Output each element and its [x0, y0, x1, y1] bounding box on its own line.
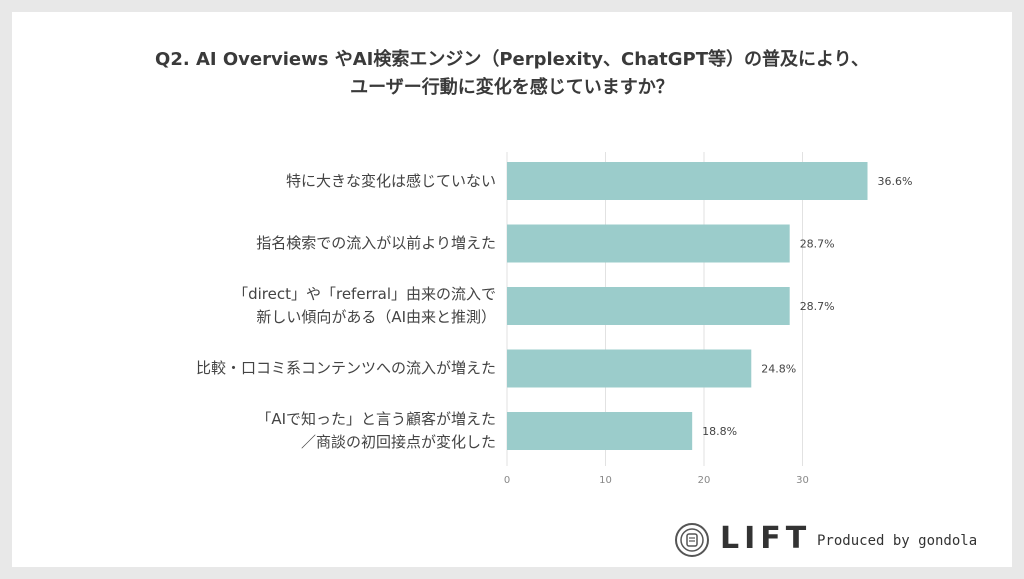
lift-logo-icon: [675, 523, 709, 557]
category-label: 「AIで知った」と言う顧客が増えた ／商談の初回接点が変化した: [16, 408, 496, 454]
x-tick-label: 20: [698, 475, 711, 486]
chart-title-line-2: ユーザー行動に変化を感じていますか？: [350, 77, 674, 98]
data-label: 28.7%: [800, 300, 835, 313]
category-label-line: 指名検索での流入が以前より増えた: [256, 234, 496, 252]
bar: [507, 162, 868, 200]
bar: [507, 412, 693, 450]
category-label: 特に大きな変化は感じていない: [16, 170, 496, 193]
data-label: 36.6%: [878, 175, 913, 188]
category-label-line: 新しい傾向がある（AI由来と推測）: [256, 308, 496, 326]
data-label: 24.8%: [761, 363, 796, 376]
x-tick-label: 10: [599, 475, 612, 486]
category-label-line: 比較・口コミ系コンテンツへの流入が増えた: [195, 359, 496, 377]
data-label: 28.7%: [800, 238, 835, 251]
bar: [507, 349, 752, 388]
bar: [507, 224, 790, 263]
category-label: 指名検索での流入が以前より増えた: [16, 232, 496, 255]
category-label: 「direct」や「referral」由来の流入で新しい傾向がある（AI由来と推…: [16, 283, 496, 329]
produced-by-text: Produced by gondola: [817, 533, 978, 549]
data-label: 18.8%: [702, 425, 737, 438]
bar: [507, 287, 790, 325]
category-label-line: 「direct」や「referral」由来の流入で: [233, 285, 496, 303]
x-tick-label: 30: [796, 475, 809, 486]
chart-title: Q2. AI Overviews やAI検索エンジン（Perplexity、Ch…: [0, 46, 1024, 102]
chart-title-line-1: Q2. AI Overviews やAI検索エンジン（Perplexity、Ch…: [155, 49, 869, 70]
category-label: 比較・口コミ系コンテンツへの流入が増えた: [16, 357, 496, 380]
category-label-line: 特に大きな変化は感じていない: [285, 171, 496, 190]
category-label-line: ／商談の初回接点が変化した: [300, 433, 496, 451]
x-tick-label: 0: [504, 475, 510, 486]
brand-name: LIFT: [720, 521, 812, 556]
category-label-line: 「AIで知った」と言う顧客が増えた: [256, 410, 496, 428]
